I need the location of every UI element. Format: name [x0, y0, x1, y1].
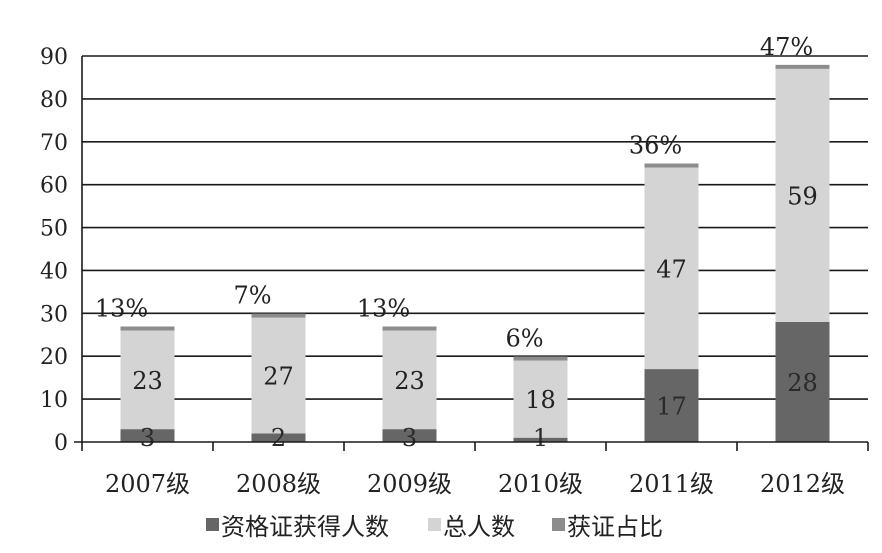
label-total-2011级: 47	[656, 255, 687, 283]
x-category-label-2009级: 2009级	[367, 470, 452, 498]
x-category-label-2008级: 2008级	[236, 470, 321, 498]
bar-ratio-cap-2012级	[775, 64, 830, 69]
label-total-2010级: 18	[525, 386, 556, 414]
label-certified-2008级: 2	[271, 424, 286, 452]
y-tick-label-40: 40	[40, 259, 68, 284]
bars: 3 23 13% 2 27 7% 3 23 13% 1 18 6% 17 47 36% 28 59 47%	[95, 33, 830, 452]
y-tick-label-50: 50	[40, 217, 68, 242]
y-tick-label-0: 0	[54, 431, 68, 456]
bar-total-2012级	[775, 68, 830, 322]
bar-ratio-cap-2010级	[513, 356, 568, 361]
label-certified-2009级: 3	[402, 424, 417, 452]
x-category-label-2012级: 2012级	[760, 470, 845, 498]
bar-certified-2012级	[775, 321, 830, 442]
y-tick-label-80: 80	[40, 88, 68, 113]
label-total-2009级: 23	[394, 367, 425, 395]
label-certified-2007级: 3	[140, 424, 155, 452]
y-tick-label-10: 10	[40, 388, 68, 413]
y-tick-label-90: 90	[40, 45, 68, 70]
bar-total-2007级	[120, 330, 175, 430]
bar-total-2011级	[644, 167, 699, 370]
bar-certified-2011级	[644, 369, 699, 442]
legend-label-0: 资格证获得人数	[221, 513, 389, 541]
label-ratio-2012级: 47%	[760, 33, 813, 61]
bar-ratio-cap-2009级	[382, 326, 437, 331]
label-certified-2011级: 17	[656, 393, 687, 421]
bar-ratio-cap-2008级	[251, 313, 306, 318]
y-tick-label-30: 30	[40, 302, 68, 327]
x-category-label-2011级: 2011级	[629, 470, 714, 498]
legend-label-1: 总人数	[443, 513, 515, 541]
label-ratio-2010级: 6%	[505, 325, 543, 353]
label-certified-2012级: 28	[787, 369, 818, 397]
label-certified-2010级: 1	[533, 424, 548, 452]
bar-certified-2010级	[513, 437, 568, 442]
legend-swatch-0	[206, 518, 219, 531]
x-axis: 2007级 2008级 2009级 2010级 2011级 2012级	[74, 441, 869, 498]
y-tick-label-70: 70	[40, 131, 68, 156]
y-tick-label-60: 60	[40, 174, 68, 199]
bar-total-2010级	[513, 360, 568, 438]
legend: 资格证获得人数 总人数 获证占比	[206, 513, 663, 541]
bar-ratio-cap-2007级	[120, 326, 175, 331]
label-total-2008级: 27	[263, 363, 294, 391]
y-axis: 0 10 20 30 40 50 60 70 80 90	[40, 45, 83, 456]
bar-ratio-cap-2011级	[644, 163, 699, 168]
label-ratio-2011级: 36%	[629, 132, 682, 160]
legend-label-2: 获证占比	[567, 513, 663, 541]
legend-swatch-2	[552, 518, 565, 531]
x-category-label-2010级: 2010级	[498, 470, 583, 498]
gridlines	[82, 55, 868, 400]
bar-certified-2007级	[120, 429, 175, 442]
label-ratio-2007级: 13%	[95, 294, 148, 322]
label-total-2012级: 59	[787, 182, 818, 210]
bar-certified-2009级	[382, 429, 437, 442]
bar-certified-2008级	[251, 433, 306, 442]
bar-total-2009级	[382, 330, 437, 430]
label-ratio-2009级: 13%	[357, 294, 410, 322]
label-ratio-2008级: 7%	[233, 282, 271, 310]
legend-swatch-1	[428, 518, 441, 531]
bar-total-2008级	[251, 317, 306, 434]
label-total-2007级: 23	[132, 367, 163, 395]
y-tick-label-20: 20	[40, 345, 68, 370]
x-category-label-2007级: 2007级	[105, 470, 190, 498]
